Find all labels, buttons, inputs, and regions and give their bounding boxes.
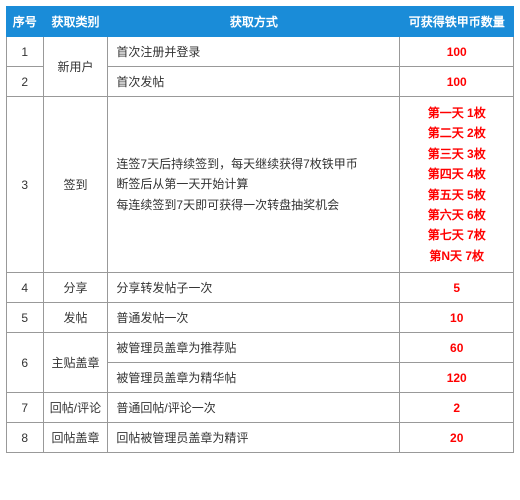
- cell-way: 连签7天后持续签到，每天继续获得7枚铁甲币 断签后从第一天开始计算 每连续签到7…: [108, 97, 400, 273]
- cell-count: 120: [400, 363, 514, 393]
- cell-idx: 5: [7, 303, 44, 333]
- cell-idx: 8: [7, 423, 44, 453]
- cell-category: 新用户: [43, 37, 108, 97]
- cell-way: 首次发帖: [108, 67, 400, 97]
- reward-table: 序号 获取类别 获取方式 可获得铁甲币数量 1 新用户 首次注册并登录 100 …: [6, 6, 514, 453]
- cell-count: 5: [400, 273, 514, 303]
- cell-count: 20: [400, 423, 514, 453]
- th-way: 获取方式: [108, 7, 400, 37]
- count-line: 第六天 6枚: [404, 205, 509, 225]
- count-line: 第五天 5枚: [404, 185, 509, 205]
- cell-idx: 7: [7, 393, 44, 423]
- table-row: 6 主贴盖章 被管理员盖章为推荐贴 60: [7, 333, 514, 363]
- th-category: 获取类别: [43, 7, 108, 37]
- cell-way: 分享转发帖子一次: [108, 273, 400, 303]
- way-line: 断签后从第一天开始计算: [116, 174, 395, 194]
- table-header-row: 序号 获取类别 获取方式 可获得铁甲币数量: [7, 7, 514, 37]
- cell-idx: 6: [7, 333, 44, 393]
- cell-count: 第一天 1枚 第二天 2枚 第三天 3枚 第四天 4枚 第五天 5枚 第六天 6…: [400, 97, 514, 273]
- table-row: 8 回帖盖章 回帖被管理员盖章为精评 20: [7, 423, 514, 453]
- count-line: 第一天 1枚: [404, 103, 509, 123]
- count-line: 第七天 7枚: [404, 225, 509, 245]
- table-row: 1 新用户 首次注册并登录 100: [7, 37, 514, 67]
- cell-count: 10: [400, 303, 514, 333]
- cell-idx: 1: [7, 37, 44, 67]
- count-line: 第N天 7枚: [404, 246, 509, 266]
- cell-way: 回帖被管理员盖章为精评: [108, 423, 400, 453]
- cell-idx: 3: [7, 97, 44, 273]
- cell-count: 100: [400, 67, 514, 97]
- cell-category: 回帖盖章: [43, 423, 108, 453]
- table-row: 3 签到 连签7天后持续签到，每天继续获得7枚铁甲币 断签后从第一天开始计算 每…: [7, 97, 514, 273]
- cell-count: 60: [400, 333, 514, 363]
- cell-idx: 2: [7, 67, 44, 97]
- cell-way: 首次注册并登录: [108, 37, 400, 67]
- cell-way: 普通发帖一次: [108, 303, 400, 333]
- cell-category: 分享: [43, 273, 108, 303]
- th-idx: 序号: [7, 7, 44, 37]
- count-line: 第二天 2枚: [404, 123, 509, 143]
- cell-category: 回帖/评论: [43, 393, 108, 423]
- cell-category: 签到: [43, 97, 108, 273]
- cell-way: 被管理员盖章为推荐贴: [108, 333, 400, 363]
- cell-idx: 4: [7, 273, 44, 303]
- cell-count: 2: [400, 393, 514, 423]
- cell-category: 主贴盖章: [43, 333, 108, 393]
- way-line: 连签7天后持续签到，每天继续获得7枚铁甲币: [116, 154, 395, 174]
- table-row: 5 发帖 普通发帖一次 10: [7, 303, 514, 333]
- cell-count: 100: [400, 37, 514, 67]
- table-row: 7 回帖/评论 普通回帖/评论一次 2: [7, 393, 514, 423]
- cell-way: 普通回帖/评论一次: [108, 393, 400, 423]
- th-count: 可获得铁甲币数量: [400, 7, 514, 37]
- count-line: 第四天 4枚: [404, 164, 509, 184]
- way-line: 每连续签到7天即可获得一次转盘抽奖机会: [116, 195, 395, 215]
- count-line: 第三天 3枚: [404, 144, 509, 164]
- cell-way: 被管理员盖章为精华帖: [108, 363, 400, 393]
- table-row: 4 分享 分享转发帖子一次 5: [7, 273, 514, 303]
- cell-category: 发帖: [43, 303, 108, 333]
